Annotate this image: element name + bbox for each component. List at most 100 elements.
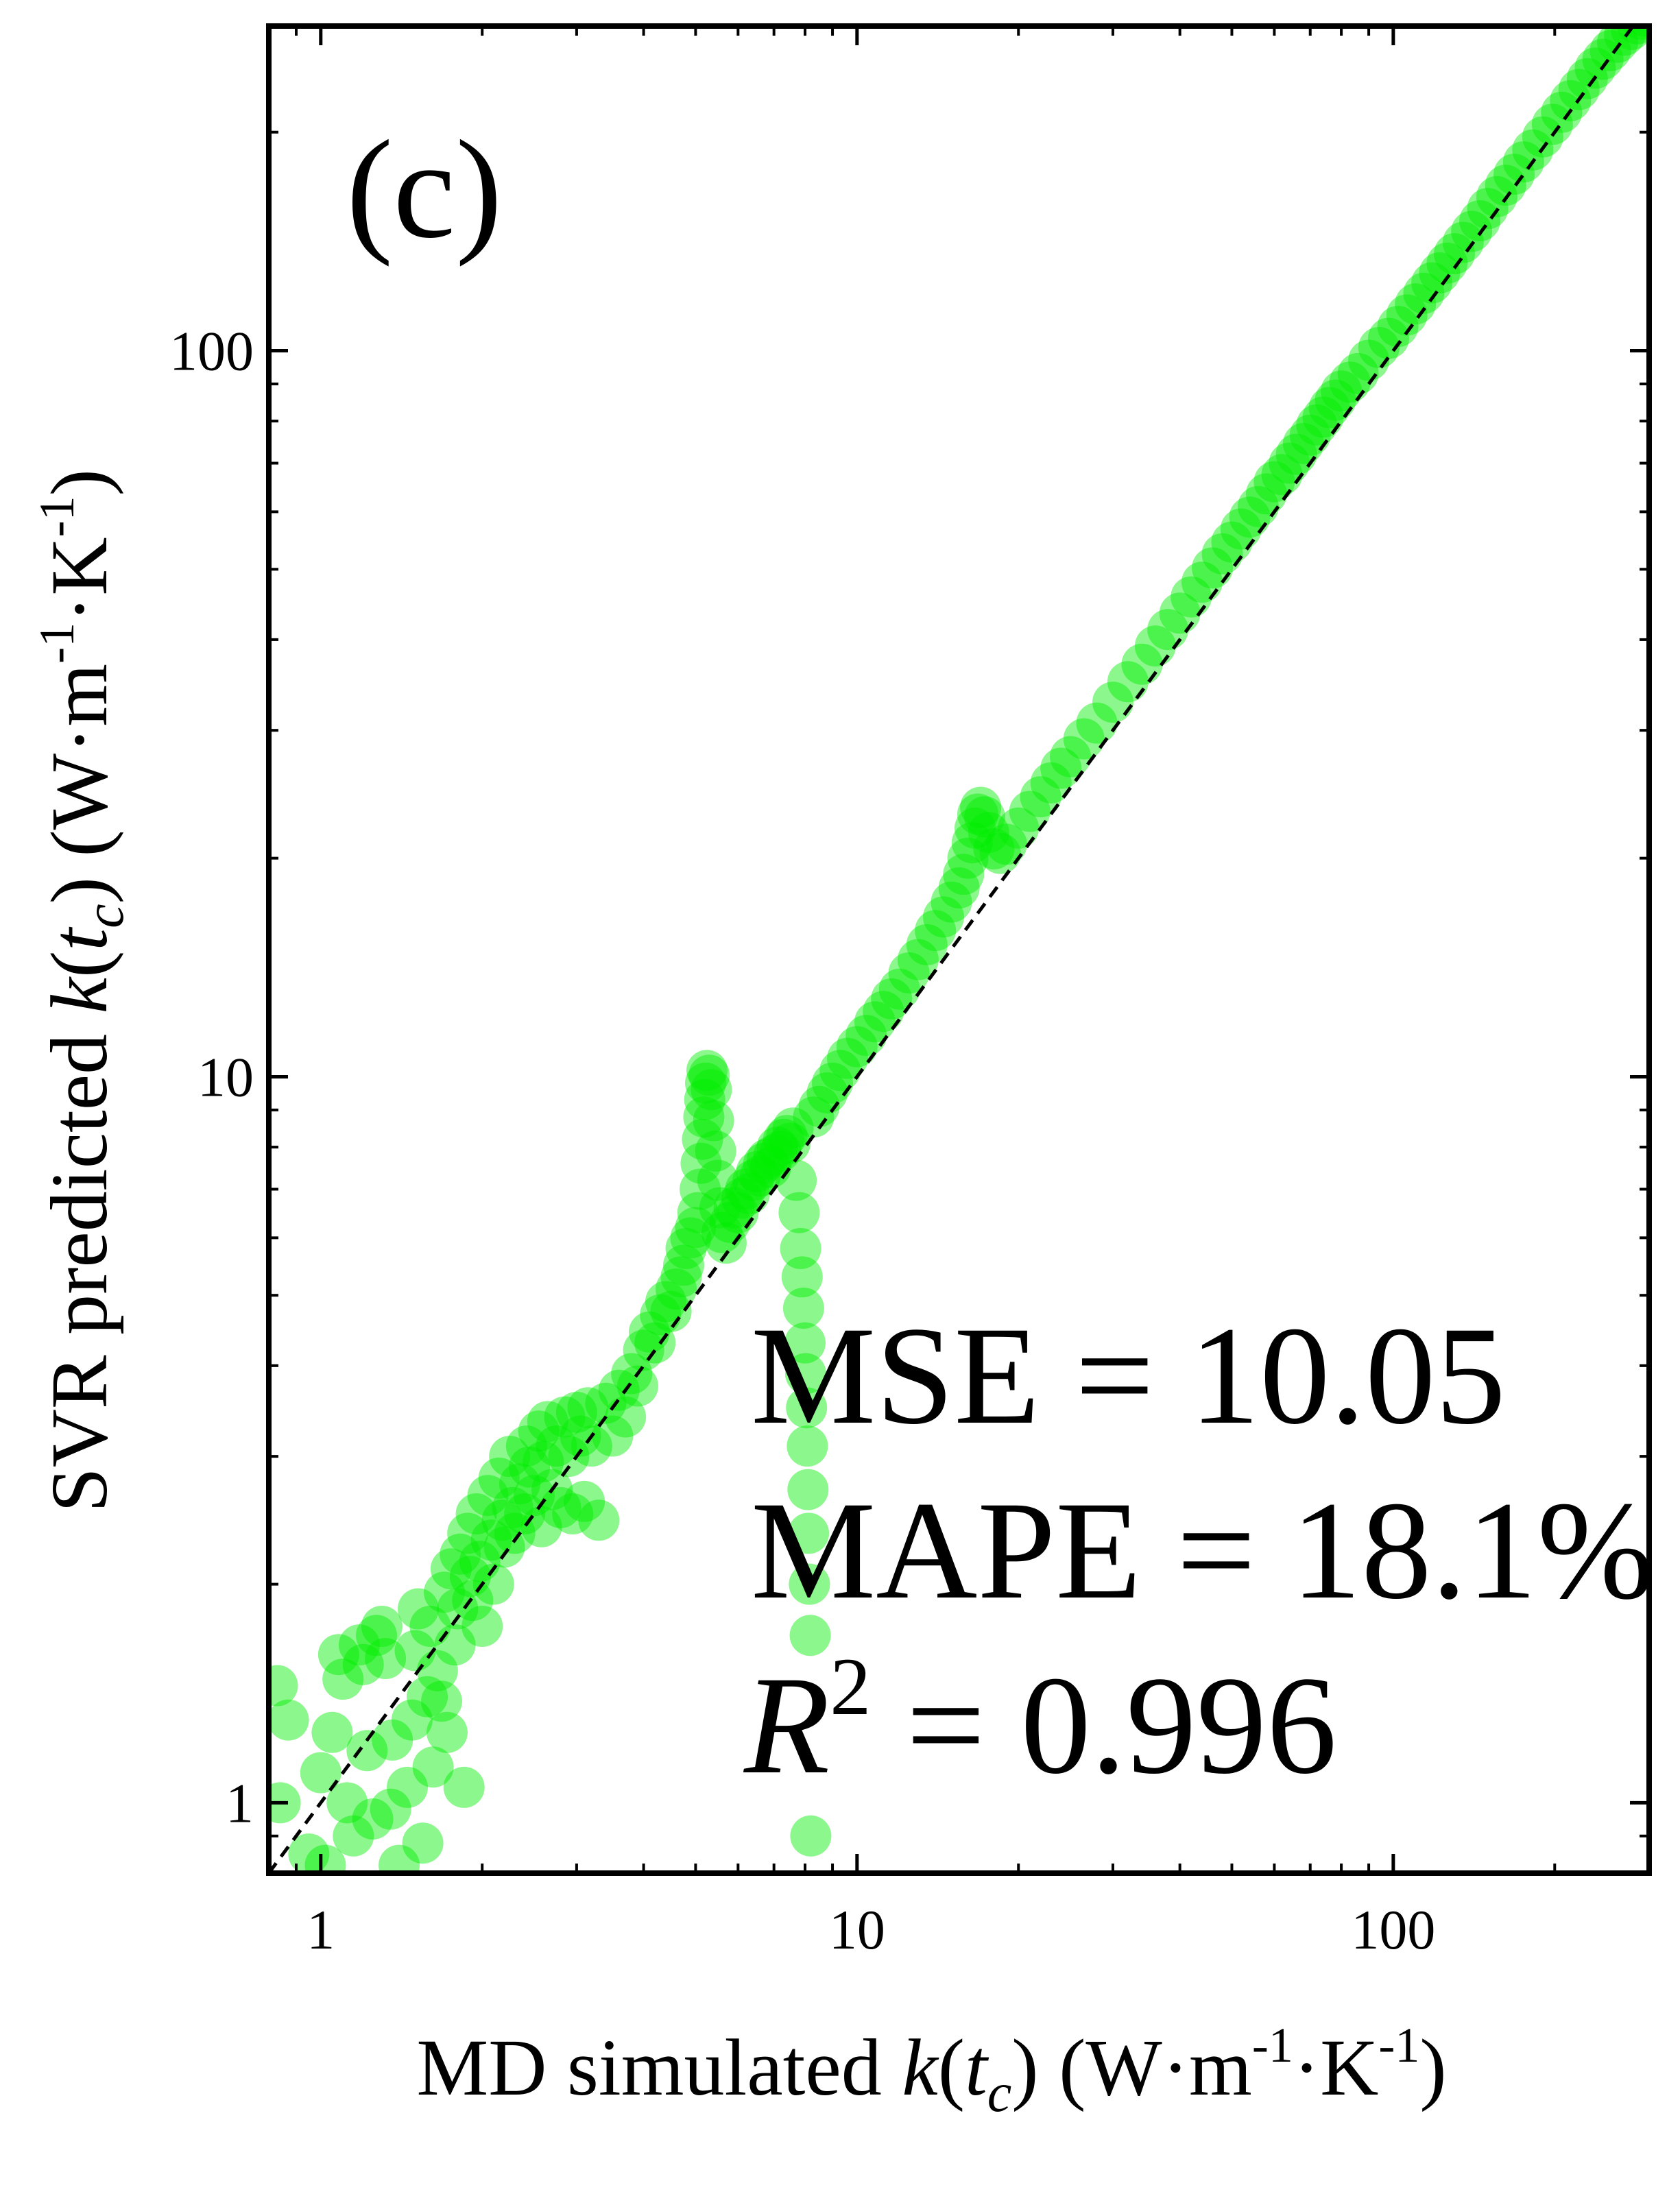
data-point-60 xyxy=(523,1440,564,1482)
data-point-204 xyxy=(1321,370,1363,412)
data-point-163 xyxy=(955,807,996,849)
data-point-127 xyxy=(776,1159,817,1201)
data-point-43 xyxy=(461,1606,503,1647)
data-point-129 xyxy=(780,1228,821,1269)
data-point-172 xyxy=(1009,791,1051,832)
data-point-72 xyxy=(571,1425,612,1467)
data-point-83 xyxy=(640,1294,682,1336)
data-point-136 xyxy=(787,1469,829,1510)
data-point-64 xyxy=(540,1486,581,1528)
data-point-57 xyxy=(514,1475,555,1517)
stat-mse: MSE = 10.05 xyxy=(751,1298,1506,1454)
data-point-35 xyxy=(437,1588,479,1630)
stats-annotation: MSE = 10.05 MAPE = 18.1% R2 = 0.996 xyxy=(743,1298,1654,1803)
data-point-109 xyxy=(713,1187,755,1229)
data-point-61 xyxy=(527,1401,568,1443)
data-points xyxy=(269,26,1649,1873)
data-point-122 xyxy=(760,1130,802,1172)
data-point-89 xyxy=(665,1228,707,1269)
data-point-16 xyxy=(361,1606,403,1647)
data-point-202 xyxy=(1308,387,1350,429)
data-point-103 xyxy=(695,1130,736,1172)
stat-r2: R2 = 0.996 xyxy=(743,1641,1337,1803)
data-point-147 xyxy=(836,1026,878,1068)
data-point-151 xyxy=(871,978,913,1020)
data-point-174 xyxy=(1030,762,1072,804)
data-point-96 xyxy=(683,1096,725,1138)
data-point-4 xyxy=(300,1752,341,1794)
data-point-223 xyxy=(1485,165,1526,206)
data-point-24 xyxy=(398,1588,439,1630)
data-point-231 xyxy=(1558,69,1600,110)
data-point-90 xyxy=(670,1217,712,1259)
data-point-52 xyxy=(494,1512,536,1554)
data-point-161 xyxy=(947,837,989,879)
data-point-200 xyxy=(1296,404,1338,446)
data-point-67 xyxy=(552,1493,594,1534)
data-point-237 xyxy=(1604,26,1646,56)
x-axis-label: MD simulated k(tc) (W·m-1·K-1) xyxy=(416,2018,1446,2123)
data-point-120 xyxy=(753,1134,795,1176)
data-point-219 xyxy=(1451,210,1493,252)
data-point-49 xyxy=(483,1526,525,1568)
panel-label: (c) xyxy=(346,112,503,267)
data-point-112 xyxy=(725,1168,767,1210)
data-point-98 xyxy=(685,1062,726,1104)
data-point-157 xyxy=(923,896,964,938)
data-point-195 xyxy=(1261,454,1303,496)
data-point-29 xyxy=(416,1650,458,1691)
data-point-102 xyxy=(693,1100,734,1142)
data-point-128 xyxy=(778,1192,820,1233)
data-point-140 xyxy=(790,1815,832,1857)
data-point-56 xyxy=(509,1446,551,1488)
data-point-164 xyxy=(957,793,998,835)
data-point-133 xyxy=(784,1353,826,1395)
plot-frame xyxy=(266,23,1652,1876)
data-point-121 xyxy=(756,1126,798,1168)
data-point-146 xyxy=(827,1037,868,1079)
data-point-152 xyxy=(878,968,920,1010)
r2-value: = 0.996 xyxy=(871,1648,1336,1803)
data-point-154 xyxy=(897,939,939,980)
data-point-169 xyxy=(979,832,1021,874)
data-point-74 xyxy=(585,1382,627,1424)
data-point-28 xyxy=(412,1746,454,1788)
data-point-149 xyxy=(854,1001,896,1043)
data-point-115 xyxy=(736,1150,778,1192)
data-point-190 xyxy=(1220,508,1262,550)
data-point-177 xyxy=(1063,718,1105,760)
data-point-117 xyxy=(743,1142,784,1184)
data-point-53 xyxy=(499,1463,540,1505)
data-point-201 xyxy=(1302,396,1344,438)
data-point-79 xyxy=(617,1365,658,1407)
reference-line-layer xyxy=(269,26,1635,1873)
data-point-26 xyxy=(407,1676,448,1717)
data-point-65 xyxy=(544,1396,586,1438)
stat-mape: MAPE = 18.1% xyxy=(751,1473,1654,1628)
data-point-228 xyxy=(1531,104,1573,145)
y-tick-label-2: 100 xyxy=(169,320,254,383)
data-point-212 xyxy=(1395,283,1437,325)
data-point-194 xyxy=(1253,461,1295,503)
data-point-171 xyxy=(998,807,1040,849)
data-point-158 xyxy=(931,881,972,923)
data-point-226 xyxy=(1512,129,1554,171)
data-point-232 xyxy=(1566,58,1608,99)
data-point-108 xyxy=(709,1201,751,1243)
data-point-17 xyxy=(365,1638,407,1679)
data-point-218 xyxy=(1442,221,1484,263)
data-point-175 xyxy=(1040,747,1082,789)
x-tick-label-1: 10 xyxy=(829,1898,885,1961)
data-point-192 xyxy=(1237,485,1279,527)
data-point-2 xyxy=(269,1699,309,1741)
data-point-84 xyxy=(645,1281,686,1323)
data-point-12 xyxy=(342,1643,384,1685)
data-point-124 xyxy=(766,1115,808,1157)
data-point-207 xyxy=(1348,339,1390,381)
data-point-95 xyxy=(682,1118,723,1160)
data-point-138 xyxy=(789,1563,830,1605)
data-point-224 xyxy=(1493,154,1535,195)
data-point-104 xyxy=(697,1159,739,1201)
data-point-135 xyxy=(787,1425,828,1467)
data-point-134 xyxy=(786,1387,828,1429)
